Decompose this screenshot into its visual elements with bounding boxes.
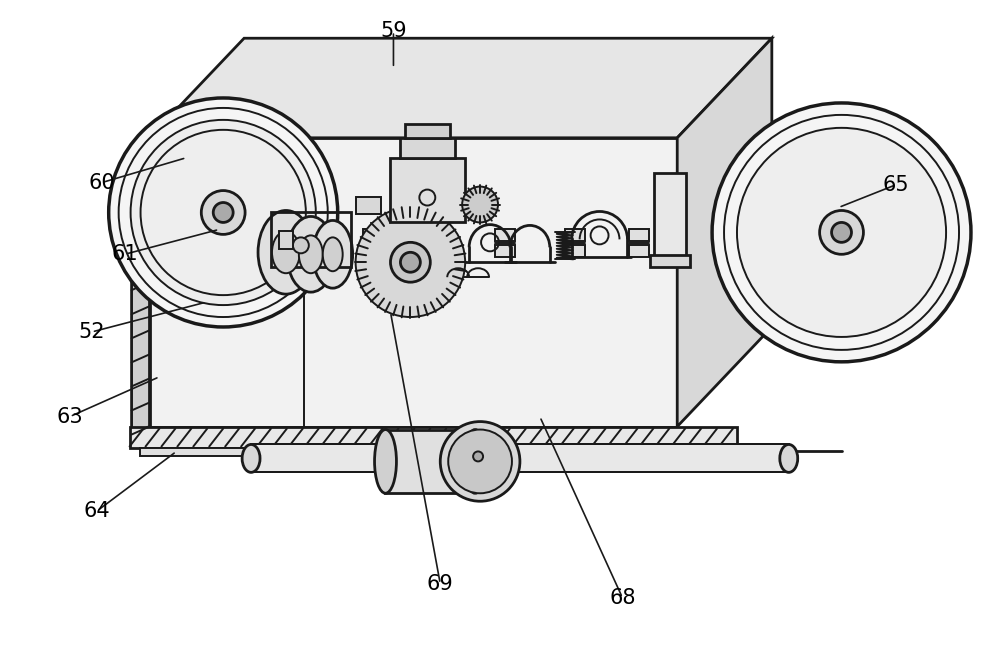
Circle shape	[109, 98, 338, 327]
Circle shape	[400, 252, 420, 272]
Polygon shape	[140, 448, 747, 456]
Bar	[390, 158, 465, 223]
Bar	[425, 230, 445, 241]
Polygon shape	[677, 38, 772, 426]
Circle shape	[462, 186, 498, 223]
Text: 52: 52	[79, 322, 105, 342]
Ellipse shape	[313, 221, 353, 288]
Text: 59: 59	[380, 21, 407, 41]
Text: 65: 65	[883, 175, 910, 195]
Bar	[271, 212, 351, 267]
Bar	[251, 444, 789, 472]
Ellipse shape	[258, 210, 314, 294]
Bar	[629, 230, 649, 241]
Text: 60: 60	[88, 173, 115, 193]
Ellipse shape	[299, 236, 323, 273]
Bar	[565, 245, 585, 258]
Bar	[425, 245, 445, 258]
Polygon shape	[130, 426, 737, 448]
Ellipse shape	[780, 444, 798, 472]
Circle shape	[712, 103, 971, 362]
Polygon shape	[132, 138, 150, 435]
Bar	[495, 245, 515, 258]
Text: 64: 64	[83, 501, 110, 521]
Circle shape	[440, 422, 520, 501]
Bar	[495, 230, 515, 241]
Circle shape	[448, 430, 512, 493]
Bar	[363, 230, 383, 241]
Bar	[405, 124, 450, 138]
Text: 63: 63	[57, 406, 83, 426]
Bar	[400, 138, 455, 158]
Circle shape	[356, 208, 465, 317]
Bar	[629, 245, 649, 258]
Ellipse shape	[323, 237, 343, 271]
Ellipse shape	[287, 217, 335, 292]
Bar	[363, 245, 383, 258]
Polygon shape	[150, 38, 772, 138]
Circle shape	[473, 452, 483, 461]
Text: 69: 69	[427, 574, 454, 594]
Ellipse shape	[272, 232, 300, 273]
Circle shape	[201, 191, 245, 234]
Circle shape	[820, 210, 863, 254]
Circle shape	[131, 120, 316, 305]
Ellipse shape	[375, 430, 396, 493]
Bar	[385, 430, 475, 493]
Ellipse shape	[464, 430, 486, 493]
Bar	[654, 173, 686, 258]
Bar	[356, 197, 381, 214]
Ellipse shape	[242, 444, 260, 472]
Bar	[650, 256, 690, 267]
Circle shape	[293, 237, 309, 254]
Polygon shape	[150, 138, 677, 426]
Circle shape	[390, 243, 430, 282]
Bar	[565, 230, 585, 241]
Circle shape	[213, 203, 233, 223]
Text: 61: 61	[111, 245, 138, 264]
Text: 68: 68	[609, 588, 636, 608]
Bar	[279, 232, 293, 249]
Circle shape	[832, 223, 851, 243]
Circle shape	[737, 128, 946, 337]
